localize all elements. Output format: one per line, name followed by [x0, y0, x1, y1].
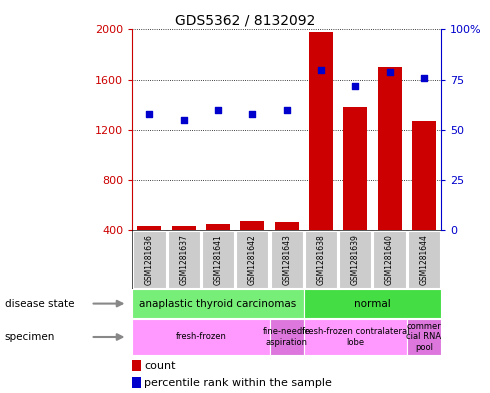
FancyBboxPatch shape — [305, 231, 337, 288]
Point — [214, 107, 222, 113]
Point — [180, 116, 188, 123]
Bar — [274, 222, 298, 280]
FancyBboxPatch shape — [407, 319, 441, 355]
Point — [386, 68, 393, 75]
FancyBboxPatch shape — [304, 319, 407, 355]
FancyBboxPatch shape — [408, 231, 440, 288]
Point — [420, 74, 428, 81]
Bar — [132, 360, 141, 371]
Bar — [206, 224, 230, 280]
FancyBboxPatch shape — [270, 319, 304, 355]
Text: commer
cial RNA
pool: commer cial RNA pool — [406, 322, 441, 352]
Point — [283, 107, 291, 113]
Point — [146, 110, 153, 117]
FancyBboxPatch shape — [132, 319, 270, 355]
Bar — [378, 67, 402, 280]
Text: GSM1281643: GSM1281643 — [282, 234, 291, 285]
FancyBboxPatch shape — [339, 231, 371, 288]
Bar — [343, 107, 368, 280]
Text: percentile rank within the sample: percentile rank within the sample — [144, 378, 332, 387]
FancyBboxPatch shape — [304, 289, 441, 318]
FancyBboxPatch shape — [133, 231, 166, 288]
Bar — [172, 226, 196, 280]
Text: specimen: specimen — [5, 332, 55, 342]
Text: GSM1281642: GSM1281642 — [248, 234, 257, 285]
Bar — [240, 221, 265, 280]
Text: disease state: disease state — [5, 299, 74, 309]
Text: GSM1281638: GSM1281638 — [317, 234, 325, 285]
Text: count: count — [144, 360, 175, 371]
Bar — [309, 32, 333, 280]
Bar — [137, 226, 161, 280]
Bar — [412, 121, 436, 280]
Text: fresh-frozen: fresh-frozen — [175, 332, 226, 342]
Text: GSM1281637: GSM1281637 — [179, 234, 188, 285]
Text: fresh-frozen contralateral
lobe: fresh-frozen contralateral lobe — [301, 327, 409, 347]
Text: GSM1281639: GSM1281639 — [351, 234, 360, 285]
Text: anaplastic thyroid carcinomas: anaplastic thyroid carcinomas — [140, 299, 296, 309]
Point — [248, 110, 256, 117]
Text: GSM1281636: GSM1281636 — [145, 234, 154, 285]
Text: GSM1281640: GSM1281640 — [385, 234, 394, 285]
Text: normal: normal — [354, 299, 391, 309]
FancyBboxPatch shape — [202, 231, 234, 288]
FancyBboxPatch shape — [168, 231, 200, 288]
Bar — [132, 376, 141, 388]
Text: GSM1281644: GSM1281644 — [419, 234, 428, 285]
Text: fine-needle
aspiration: fine-needle aspiration — [263, 327, 311, 347]
FancyBboxPatch shape — [236, 231, 269, 288]
FancyBboxPatch shape — [132, 289, 304, 318]
Point — [317, 66, 325, 73]
FancyBboxPatch shape — [373, 231, 406, 288]
Text: GSM1281641: GSM1281641 — [214, 234, 222, 285]
FancyBboxPatch shape — [270, 231, 303, 288]
Point — [351, 83, 359, 89]
Text: GDS5362 / 8132092: GDS5362 / 8132092 — [175, 14, 315, 28]
